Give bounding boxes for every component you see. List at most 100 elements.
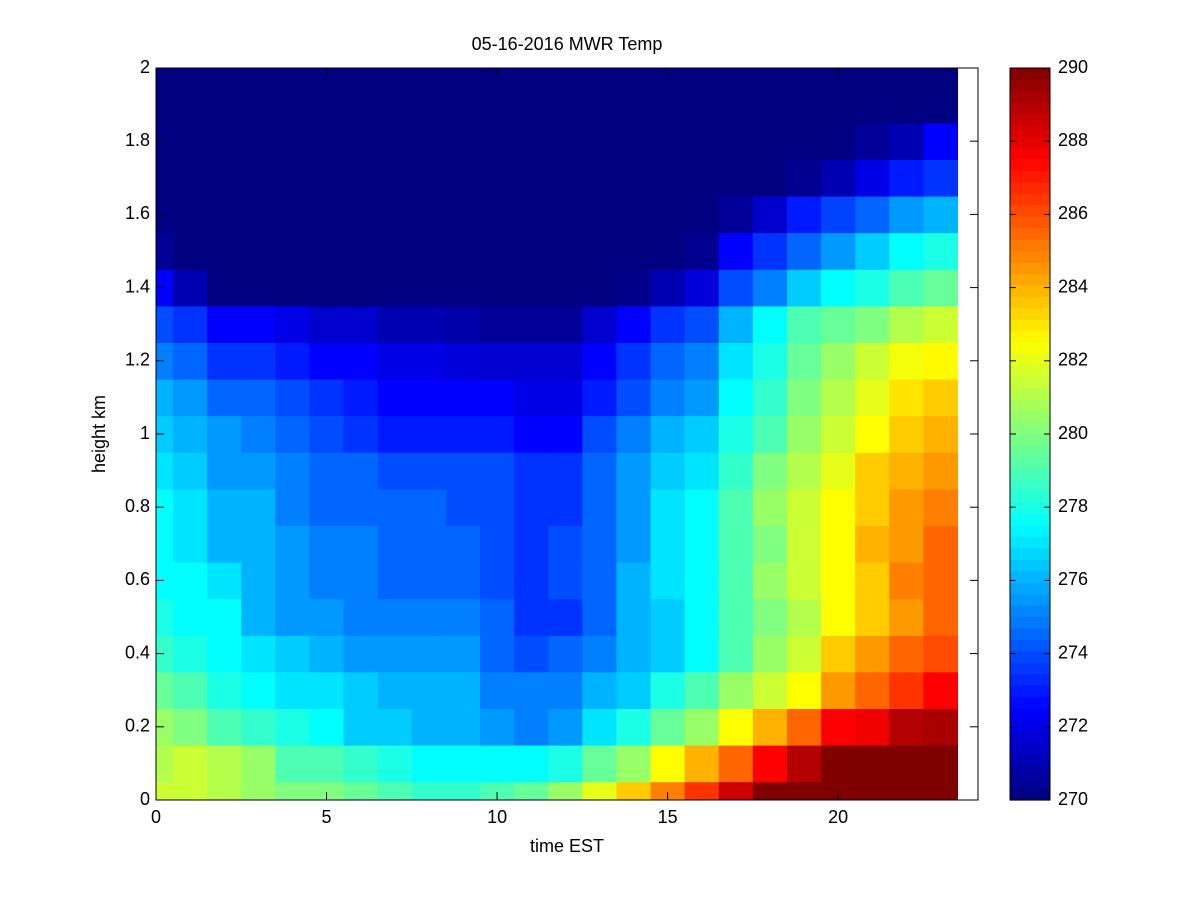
heat-cell [411, 562, 447, 600]
heat-cell [241, 488, 276, 526]
heat-cell [582, 269, 617, 307]
heat-cell [616, 342, 652, 380]
heat-cell [343, 196, 379, 234]
colorbar-swatch [1010, 182, 1050, 195]
heat-cell [548, 671, 583, 709]
heat-cell [650, 196, 686, 234]
heat-cell [548, 269, 583, 307]
x-tick-label: 0 [151, 807, 161, 827]
heat-cell [752, 86, 788, 124]
heat-cell [855, 488, 890, 526]
heat-cell [821, 452, 856, 490]
colorbar-swatch [1010, 411, 1050, 424]
heat-cell [275, 452, 310, 490]
heat-cell [821, 269, 856, 307]
heat-cell [582, 196, 617, 234]
heat-cell [923, 525, 959, 563]
heat-cell [650, 342, 686, 380]
heat-cell [514, 232, 549, 270]
colorbar-swatch [1010, 68, 1050, 81]
heat-cell [684, 269, 720, 307]
heat-cell [275, 415, 310, 453]
heat-cell [343, 635, 379, 673]
heat-cell [173, 86, 208, 124]
colorbar-swatch [1010, 777, 1050, 790]
colorbar-swatch [1010, 148, 1050, 161]
heat-cell [616, 562, 652, 600]
heat-cell [548, 708, 583, 746]
heat-cell [889, 635, 924, 673]
heat-cell [718, 232, 754, 270]
heat-cell [548, 452, 583, 490]
heat-cell [684, 452, 720, 490]
heat-cell [241, 379, 276, 417]
heat-cell [309, 525, 345, 563]
heat-cell [156, 269, 174, 307]
y-tick-label: 0.2 [125, 716, 150, 736]
heat-cell [445, 86, 481, 124]
heat-cell [684, 598, 720, 636]
heat-cell [855, 342, 890, 380]
heat-cell [582, 745, 617, 783]
heat-cell [514, 122, 549, 160]
heat-cell [309, 159, 345, 197]
heat-cell [582, 342, 617, 380]
heat-cell [241, 415, 276, 453]
heat-cell [752, 232, 788, 270]
heat-cell [786, 232, 822, 270]
heat-cell [309, 379, 345, 417]
heat-cell [548, 159, 583, 197]
colorbar-swatch [1010, 319, 1050, 332]
heat-cell [411, 342, 447, 380]
colorbar-swatch [1010, 731, 1050, 744]
heat-cell [855, 671, 890, 709]
heat-cell [548, 305, 583, 343]
heat-cell [411, 415, 447, 453]
heat-cell [684, 745, 720, 783]
colorbar-swatch [1010, 628, 1050, 641]
heat-cell [343, 525, 379, 563]
heat-cell [889, 122, 924, 160]
heat-cell [650, 305, 686, 343]
heat-cell [480, 232, 515, 270]
heat-cell [821, 342, 856, 380]
heat-cell [343, 562, 379, 600]
heat-cell [514, 488, 549, 526]
heat-cell [923, 232, 959, 270]
heat-cell [855, 122, 890, 160]
heat-cell [718, 415, 754, 453]
heat-cell [786, 635, 822, 673]
heat-cell [309, 196, 345, 234]
colorbar-swatch [1010, 205, 1050, 218]
heat-cell [480, 68, 515, 87]
heat-cell [650, 159, 686, 197]
x-tick-label: 10 [487, 807, 507, 827]
colorbar-swatch [1010, 79, 1050, 92]
heat-cell [377, 415, 413, 453]
heat-cell [786, 671, 822, 709]
heat-cell [752, 671, 788, 709]
heat-cell [786, 452, 822, 490]
heat-cell [343, 781, 379, 801]
chart-title: 05-16-2016 MWR Temp [472, 34, 663, 54]
heat-cell [650, 562, 686, 600]
heat-cell [582, 635, 617, 673]
heat-cell [548, 379, 583, 417]
heat-cell [343, 452, 379, 490]
colorbar-swatch [1010, 697, 1050, 710]
heat-cell [684, 159, 720, 197]
heat-cell [821, 488, 856, 526]
y-tick-label: 0 [140, 789, 150, 809]
heat-cell [207, 86, 242, 124]
heat-cell [173, 708, 208, 746]
heat-cell [309, 342, 345, 380]
heat-cell [548, 525, 583, 563]
heat-cell [411, 232, 447, 270]
heat-cell [411, 269, 447, 307]
heat-cell [207, 598, 242, 636]
heat-cell [156, 452, 174, 490]
colorbar-swatch [1010, 445, 1050, 458]
heat-cell [480, 452, 515, 490]
heat-cell [821, 379, 856, 417]
